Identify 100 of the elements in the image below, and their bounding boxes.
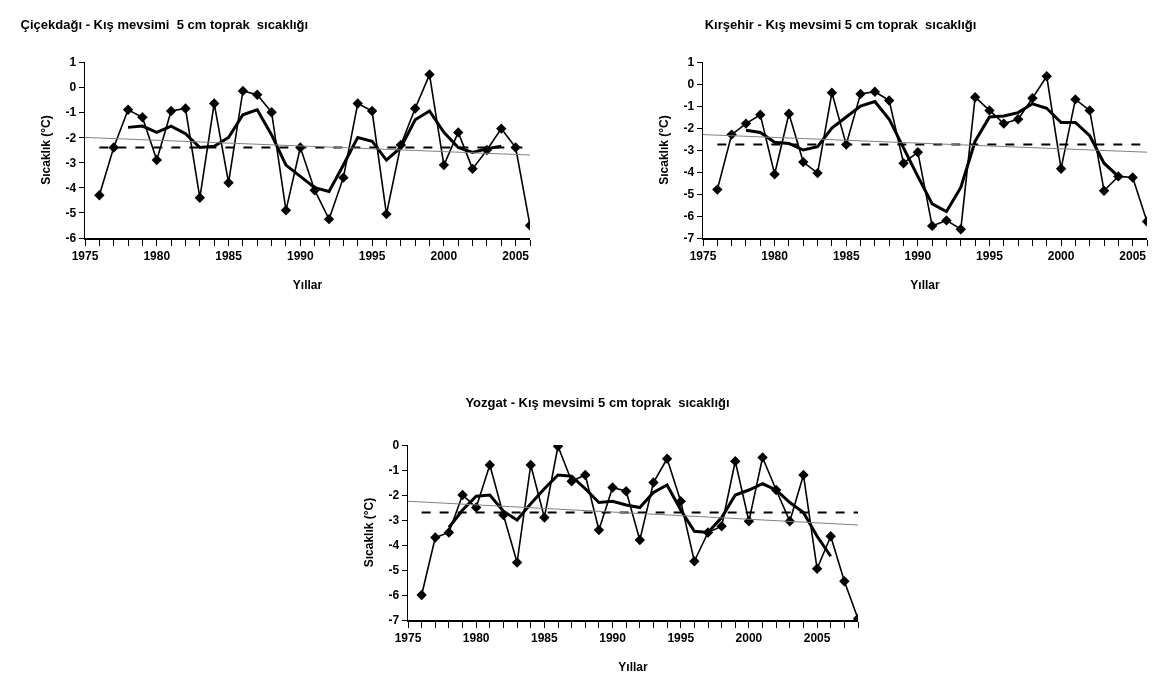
- x-tick-label: 1985: [215, 248, 243, 263]
- y-tick-label: -5: [388, 563, 400, 578]
- x-axis-title: Yıllar: [292, 277, 323, 292]
- point: [484, 459, 496, 471]
- point: [438, 159, 450, 171]
- point: [1070, 94, 1081, 105]
- point: [457, 489, 468, 501]
- y-tick-label: -2: [683, 121, 695, 136]
- point: [783, 108, 795, 119]
- x-tick-label: 1990: [599, 630, 627, 645]
- x-tick-label: 1985: [531, 630, 559, 645]
- y-axis-title: Sıcaklık (°C): [656, 115, 671, 185]
- point: [811, 563, 823, 574]
- y-tick-label: 0: [392, 438, 400, 453]
- y-tick-label: -1: [65, 105, 77, 120]
- x-tick-label: 1975: [394, 630, 422, 645]
- point: [755, 109, 766, 120]
- point: [151, 154, 162, 166]
- y-tick-label: -5: [683, 187, 695, 202]
- point: [381, 208, 392, 220]
- point: [137, 112, 148, 123]
- x-tick-label: 1980: [761, 248, 789, 263]
- point: [496, 123, 507, 134]
- point: [266, 107, 277, 118]
- x-tick-label: 1995: [667, 630, 695, 645]
- y-tick-label: -7: [388, 613, 400, 628]
- x-tick-label: 1990: [904, 248, 932, 263]
- point: [511, 557, 523, 568]
- point: [912, 147, 924, 158]
- y-tick-label: 1: [69, 55, 77, 70]
- point: [1041, 71, 1052, 82]
- point: [798, 469, 809, 481]
- x-tick-label: 2000: [1047, 248, 1075, 263]
- point: [1127, 172, 1138, 183]
- y-tick-label: -1: [683, 99, 695, 114]
- x-tick-label: 2005: [502, 248, 530, 263]
- point: [366, 105, 378, 117]
- point: [338, 172, 349, 183]
- point: [716, 521, 727, 532]
- point: [122, 104, 134, 115]
- y-axis-title: Sıcaklık (°C): [361, 497, 376, 568]
- y-tick-label: -7: [683, 231, 695, 246]
- x-tick-label: 1995: [358, 248, 386, 263]
- point: [689, 556, 700, 567]
- x-tick-label: 1975: [71, 248, 99, 263]
- y-tick-label: -2: [388, 488, 400, 503]
- point: [855, 88, 866, 100]
- y-tick-label: -6: [65, 231, 77, 246]
- point: [941, 215, 952, 226]
- point: [424, 69, 435, 80]
- x-tick-label: 1980: [462, 630, 490, 645]
- point: [443, 527, 455, 538]
- point: [323, 213, 335, 225]
- point: [280, 205, 292, 216]
- y-tick-label: 0: [69, 80, 77, 95]
- chart-title: Yozgat - Kış mevsimi 5 cm toprak sıcaklığı: [465, 395, 730, 411]
- point: [634, 534, 646, 546]
- point: [409, 103, 421, 114]
- y-tick-label: -4: [683, 165, 695, 180]
- point: [648, 477, 659, 488]
- point: [252, 89, 263, 100]
- chart-title: Çiçekdağı - Kış mevsimi 5 cm toprak sıcaklığı: [20, 17, 309, 33]
- point: [593, 524, 605, 536]
- point: [812, 167, 823, 179]
- point: [580, 469, 591, 481]
- point: [237, 85, 249, 97]
- point: [467, 163, 478, 175]
- point: [740, 118, 752, 129]
- point: [839, 576, 850, 587]
- x-tick-label: 1995: [976, 248, 1004, 263]
- point: [1055, 163, 1067, 174]
- x-tick-label: 1985: [832, 248, 860, 263]
- point: [661, 453, 673, 464]
- point: [712, 184, 723, 195]
- x-tick-label: 2005: [803, 630, 831, 645]
- x-axis-title: Yıllar: [910, 277, 940, 292]
- x-axis-title: Yıllar: [618, 659, 648, 674]
- point: [165, 105, 177, 117]
- point: [194, 192, 206, 203]
- x-tick-label: 1990: [286, 248, 314, 263]
- point: [180, 103, 191, 114]
- point: [94, 190, 105, 201]
- chart-title: Kırşehir - Kış mevsimi 5 cm toprak sıcaklığı: [704, 17, 977, 33]
- point: [769, 169, 780, 180]
- y-tick-label: 0: [687, 77, 695, 92]
- point: [1084, 105, 1095, 116]
- point: [620, 486, 632, 497]
- point: [926, 220, 938, 232]
- y-axis-title: Sıcaklık (°C): [38, 115, 53, 185]
- x-tick-label: 1975: [689, 248, 717, 263]
- y-tick-label: -3: [388, 513, 400, 528]
- y-tick-label: -6: [388, 588, 400, 603]
- point: [969, 92, 981, 103]
- point: [730, 456, 741, 467]
- point: [416, 589, 427, 601]
- point: [984, 105, 995, 116]
- point: [757, 452, 768, 463]
- y-tick-label: -4: [65, 180, 77, 195]
- y-tick-label: -4: [388, 538, 400, 553]
- x-tick-label: 2000: [735, 630, 763, 645]
